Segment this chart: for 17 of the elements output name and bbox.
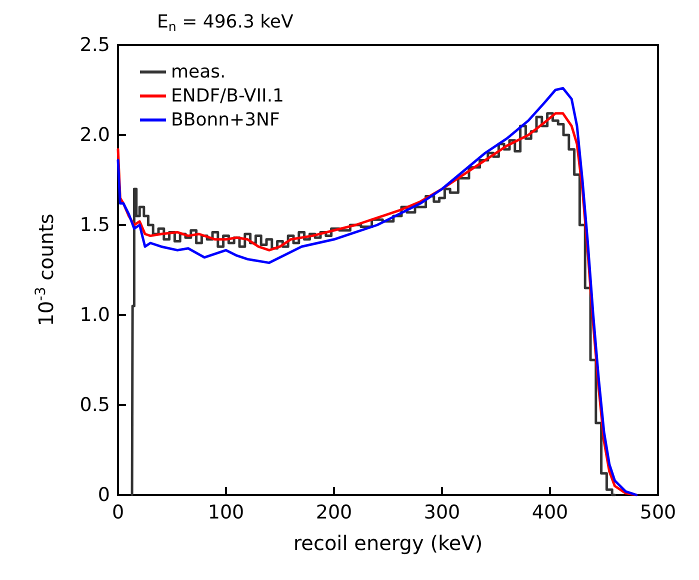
x-tick-label: 500 [640, 502, 676, 524]
legend-label: ENDF/B-VII.1 [171, 86, 284, 106]
y-tick-label: 1.0 [80, 304, 110, 326]
y-axis-title: 10-3 counts [33, 214, 58, 326]
legend-label: meas. [171, 62, 226, 82]
x-tick-label: 0 [112, 502, 124, 524]
y-tick-label: 0.5 [80, 394, 110, 416]
y-tick-label: 1.5 [80, 214, 110, 236]
x-tick-label: 100 [208, 502, 244, 524]
y-tick-label: 0 [98, 484, 110, 506]
legend-label: BBonn+3NF [171, 110, 280, 130]
x-tick-label: 300 [424, 502, 460, 524]
y-tick-label: 2.0 [80, 124, 110, 146]
x-axis-title: recoil energy (keV) [293, 531, 483, 555]
x-tick-label: 200 [316, 502, 352, 524]
x-tick-label: 400 [532, 502, 568, 524]
y-tick-label: 2.5 [80, 34, 110, 56]
